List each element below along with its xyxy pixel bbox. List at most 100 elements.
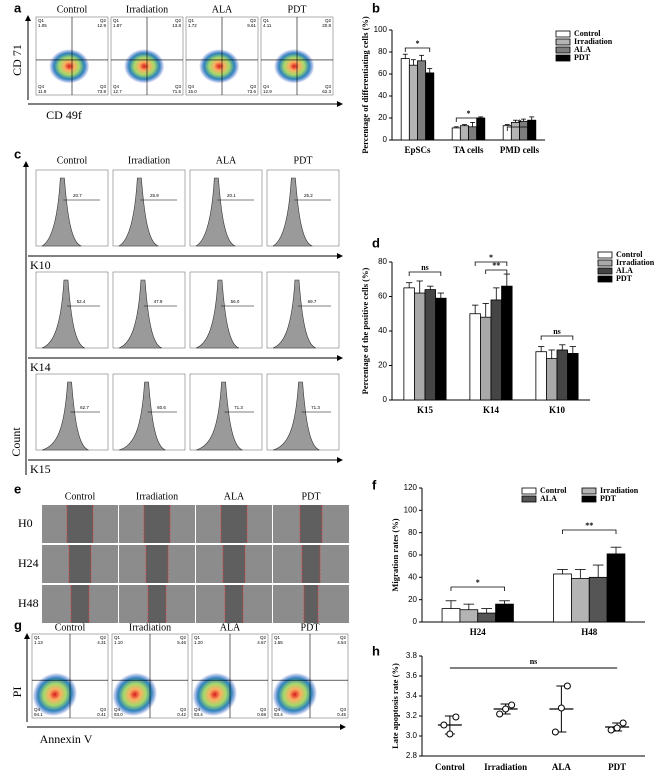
bar	[403, 287, 415, 401]
y-axis-label: Percentage of differentiating cells (%)	[360, 16, 370, 154]
wound-gap	[144, 505, 170, 543]
legend-label: Control	[540, 486, 567, 495]
bar	[469, 313, 481, 401]
wound-gap	[67, 505, 93, 543]
quadrant-value: 0.69	[257, 712, 266, 717]
quadrant-name: Q1	[263, 18, 270, 23]
axis-label: Count	[9, 427, 23, 457]
quadrant-name: Q4	[113, 84, 120, 89]
quadrant-value: 93.0	[114, 712, 123, 717]
histogram-peak	[41, 381, 89, 451]
legend-swatch	[555, 46, 571, 54]
bar	[567, 353, 579, 401]
quadrant-value: 1.72	[188, 23, 197, 28]
data-point	[607, 726, 615, 734]
wound-gap	[302, 545, 320, 583]
quadrant-name: Q2	[175, 18, 182, 23]
data-point	[440, 721, 448, 729]
y-tick-label: 3.2	[406, 711, 418, 720]
quadrant-name: Q4	[34, 707, 41, 712]
y-tick-label: 40	[378, 326, 387, 335]
x-tick-label: Control	[435, 762, 465, 772]
quadrant-name: Q3	[340, 707, 347, 712]
gate-value: 25.2	[304, 193, 313, 198]
panel-label: d	[372, 235, 380, 250]
wound-gap	[71, 585, 89, 623]
gate-value: 20.1	[227, 193, 236, 198]
legend-label: Irradiation	[616, 258, 655, 267]
quadrant-value: 1.55	[274, 640, 283, 645]
quadrant-name: Q4	[188, 84, 195, 89]
quadrant-name: Q3	[100, 84, 107, 89]
x-tick-label: EpSCs	[404, 145, 431, 155]
data-point	[502, 705, 510, 713]
legend-swatch	[597, 251, 613, 259]
x-tick-label: PDT	[608, 762, 626, 772]
quadrant-value: 11.9	[38, 89, 47, 94]
x-tick-label: TA cells	[453, 145, 484, 155]
quadrant-value: 13.8	[172, 23, 181, 28]
x-tick-label: H24	[470, 627, 487, 637]
bar	[425, 72, 435, 141]
legend-label: ALA	[574, 45, 591, 54]
legend-label: PDT	[574, 53, 591, 62]
data-point	[508, 701, 516, 709]
data-point	[452, 713, 460, 721]
quadrant-value: 12.9	[263, 89, 272, 94]
histogram-peak	[272, 279, 317, 349]
bar	[408, 64, 418, 141]
legend-swatch	[555, 54, 571, 62]
quadrant-value: 93.4	[274, 712, 283, 717]
quadrant-name: Q1	[274, 635, 281, 640]
y-tick-label: 20	[378, 361, 387, 370]
legend-label: PDT	[600, 494, 617, 503]
legend-swatch	[581, 495, 597, 503]
legend-swatch	[581, 487, 597, 495]
histogram-peak	[272, 381, 320, 451]
gate-value: 60.6	[157, 405, 166, 410]
significance-bracket	[455, 117, 482, 122]
quadrant-value: 0.45	[337, 712, 346, 717]
data-point	[446, 730, 454, 738]
quadrant-value: 71.5	[172, 89, 181, 94]
gate-value: 20.7	[73, 193, 82, 198]
significance-bracket	[562, 529, 617, 534]
significance-bracket	[404, 47, 431, 52]
time-label: H0	[18, 516, 33, 530]
histogram-peak	[118, 177, 159, 247]
group-header: Control	[65, 491, 96, 502]
group-header: ALA	[224, 491, 245, 502]
group-header: Irradiation	[136, 491, 178, 502]
group-header: Irradiation	[128, 155, 170, 166]
marker-label: K14	[30, 360, 51, 374]
quadrant-value: 0.42	[177, 712, 186, 717]
axis-label: Annexin V	[40, 732, 93, 746]
legend-label: ALA	[540, 494, 557, 503]
wound-gap	[148, 585, 166, 623]
bar	[556, 349, 568, 401]
y-tick-label: 40	[378, 91, 387, 100]
legend-swatch	[597, 275, 613, 283]
histogram-peak	[118, 381, 166, 451]
quadrant-value: 12.7	[113, 89, 122, 94]
legend-label: Irradiation	[574, 37, 613, 46]
significance-bracket	[474, 261, 508, 266]
y-axis-label: Late apoptosis rate (%)	[390, 663, 400, 749]
x-tick-label: K14	[483, 405, 500, 415]
significance-label: *	[416, 39, 420, 48]
x-tick-label: ALA	[552, 762, 572, 772]
wound-gap	[69, 545, 91, 583]
histogram-peak	[195, 381, 243, 451]
panel-label: b	[372, 0, 380, 15]
quadrant-value: 93.4	[194, 712, 203, 717]
group-header: PDT	[301, 622, 320, 633]
group-header: Control	[57, 155, 88, 166]
significance-label: ns	[530, 657, 538, 666]
marker-label: K15	[30, 462, 51, 476]
density-blob	[32, 672, 78, 717]
y-tick-label: 2.8	[406, 751, 418, 760]
quadrant-value: 4.11	[263, 23, 272, 28]
histogram-peak	[195, 177, 236, 247]
bar	[535, 351, 547, 401]
wound-gap	[221, 505, 247, 543]
